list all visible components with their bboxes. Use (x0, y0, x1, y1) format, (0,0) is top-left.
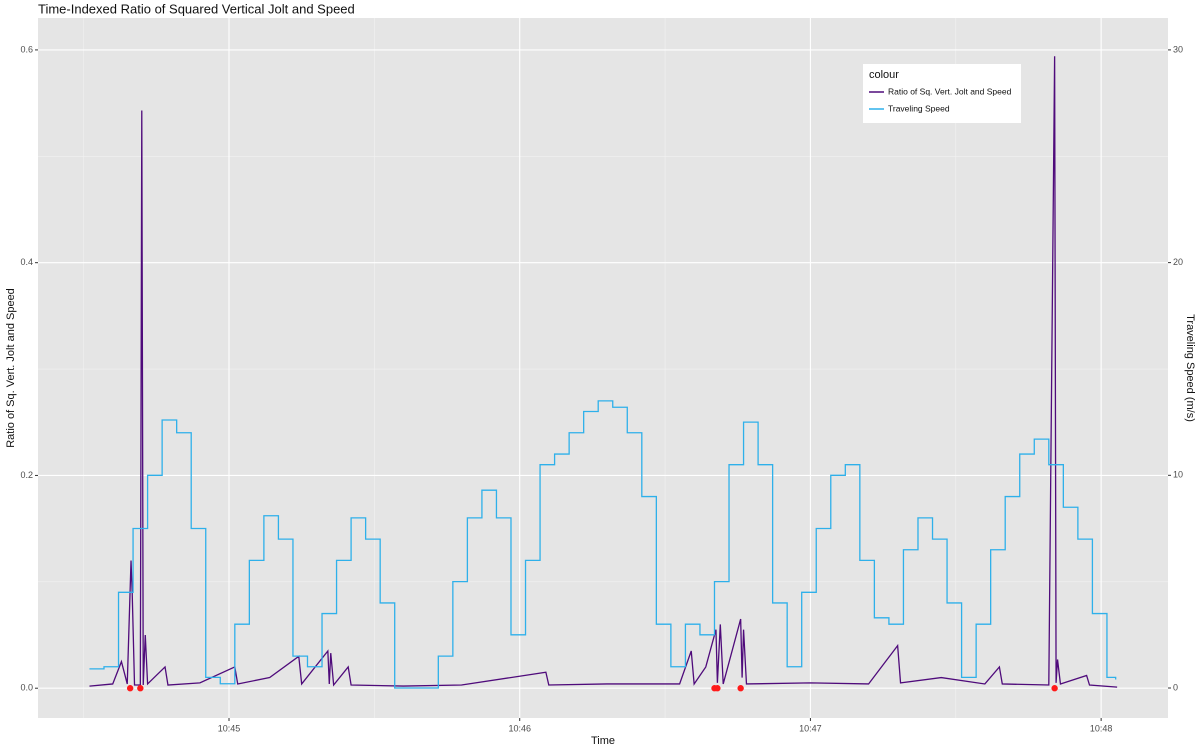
marks (89, 56, 1118, 692)
y2-tick-label: 10 (1173, 470, 1183, 480)
y-axis-label: Ratio of Sq. Vert. Jolt and Speed (5, 288, 17, 448)
marker-point (137, 685, 144, 692)
marker-point (1051, 685, 1058, 692)
x-axis-label: Time (591, 735, 615, 747)
panel (38, 18, 1168, 718)
marker-point (714, 685, 721, 692)
marker-point (737, 685, 744, 692)
chart-title: Time-Indexed Ratio of Squared Vertical J… (38, 1, 355, 16)
y-tick-label: 0.4 (20, 257, 33, 267)
y-tick-label: 0.6 (20, 44, 33, 54)
x-tick-label: 10:45 (218, 723, 241, 733)
legend-label: Ratio of Sq. Vert. Jolt and Speed (888, 86, 1012, 96)
grid: 0.0 0.2 0.4 0.6 0 10 20 30 10:45 10:46 10:47 10:48 (20, 18, 1183, 733)
marker-point (126, 685, 134, 692)
x-tick-label: 10:47 (799, 723, 822, 733)
legend: colour Ratio of Sq. Vert. Jolt and Speed… (863, 64, 1021, 123)
y-tick-label: 0.0 (20, 683, 33, 693)
legend-label: Traveling Speed (888, 103, 950, 113)
series-line (89, 56, 1118, 688)
y2-axis-label: Traveling Speed (m/s) (1184, 314, 1196, 422)
legend-box (863, 64, 1021, 123)
y2-tick-label: 0 (1173, 682, 1178, 692)
series-line (89, 400, 1117, 689)
y2-tick-label: 20 (1173, 257, 1183, 267)
legend-title: colour (869, 69, 899, 81)
y-tick-label: 0.2 (20, 470, 33, 480)
x-tick-label: 10:46 (508, 723, 531, 733)
y2-tick-label: 30 (1173, 44, 1183, 54)
x-tick-label: 10:48 (1090, 723, 1113, 733)
